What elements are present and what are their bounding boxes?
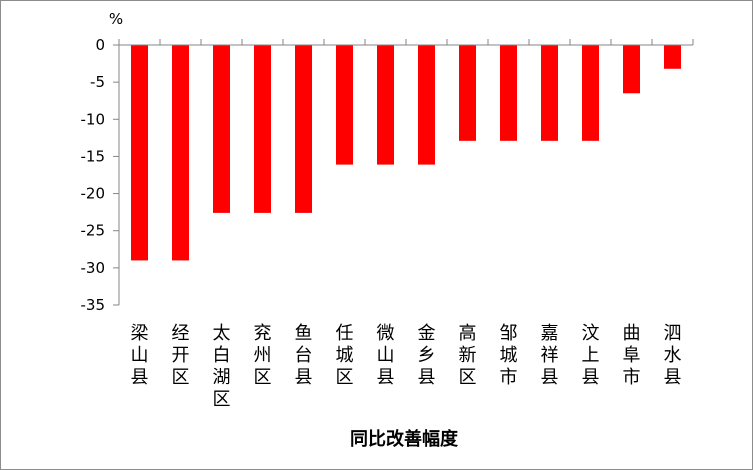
x-axis-title: 同比改善幅度 [350,428,459,450]
category-label: 邹城市 [500,323,518,388]
y-ticks-layer: 0 -5 -10 -15 -20 -25 -30 -35 [81,36,119,314]
category-label: 高新区 [459,323,477,388]
bar-9 [459,45,476,141]
category-label: 经开区 [172,323,190,388]
bar-4 [254,45,271,213]
y-tick-label: -35 [81,296,106,314]
bar-3 [213,45,230,213]
y-tick-label: -20 [81,185,106,203]
bars-layer [131,45,681,261]
y-tick-label: -10 [81,110,106,128]
category-labels: 梁山县 经开区 太白湖区 兖州区 鱼台县 任城区 微山县 金乡县 高新区 邹城市 嘉祥县 汶上县 曲阜市… [131,323,682,410]
category-label: 梁山县 [131,323,149,388]
bar-7 [377,45,394,165]
category-label: 兖州区 [254,323,272,388]
category-label: 金乡县 [418,323,436,388]
bar-8 [418,45,435,165]
bar-10 [500,45,517,141]
category-label: 曲阜市 [623,323,641,388]
bar-2 [172,45,189,261]
category-label: 嘉祥县 [541,323,559,388]
category-label: 微山县 [377,323,395,388]
bar-5 [295,45,312,213]
y-tick-label: -15 [81,147,106,165]
bar-1 [131,45,148,261]
y-tick-label: -30 [81,259,106,277]
bar-13 [623,45,640,94]
category-label: 汶上县 [582,323,600,388]
bar-6 [336,45,353,165]
y-tick-label: -5 [90,73,105,91]
category-label: 任城区 [336,323,354,388]
category-label: 鱼台县 [295,323,313,388]
bar-14 [664,45,681,69]
y-tick-label: 0 [95,36,105,54]
x-ticks-layer [118,39,694,45]
bar-11 [541,45,558,141]
y-tick-label: -25 [81,222,106,240]
y-axis-unit-label: % [109,10,123,28]
category-label: 泗水县 [664,323,682,388]
category-label: 太白湖区 [213,323,231,410]
bar-12 [582,45,599,141]
